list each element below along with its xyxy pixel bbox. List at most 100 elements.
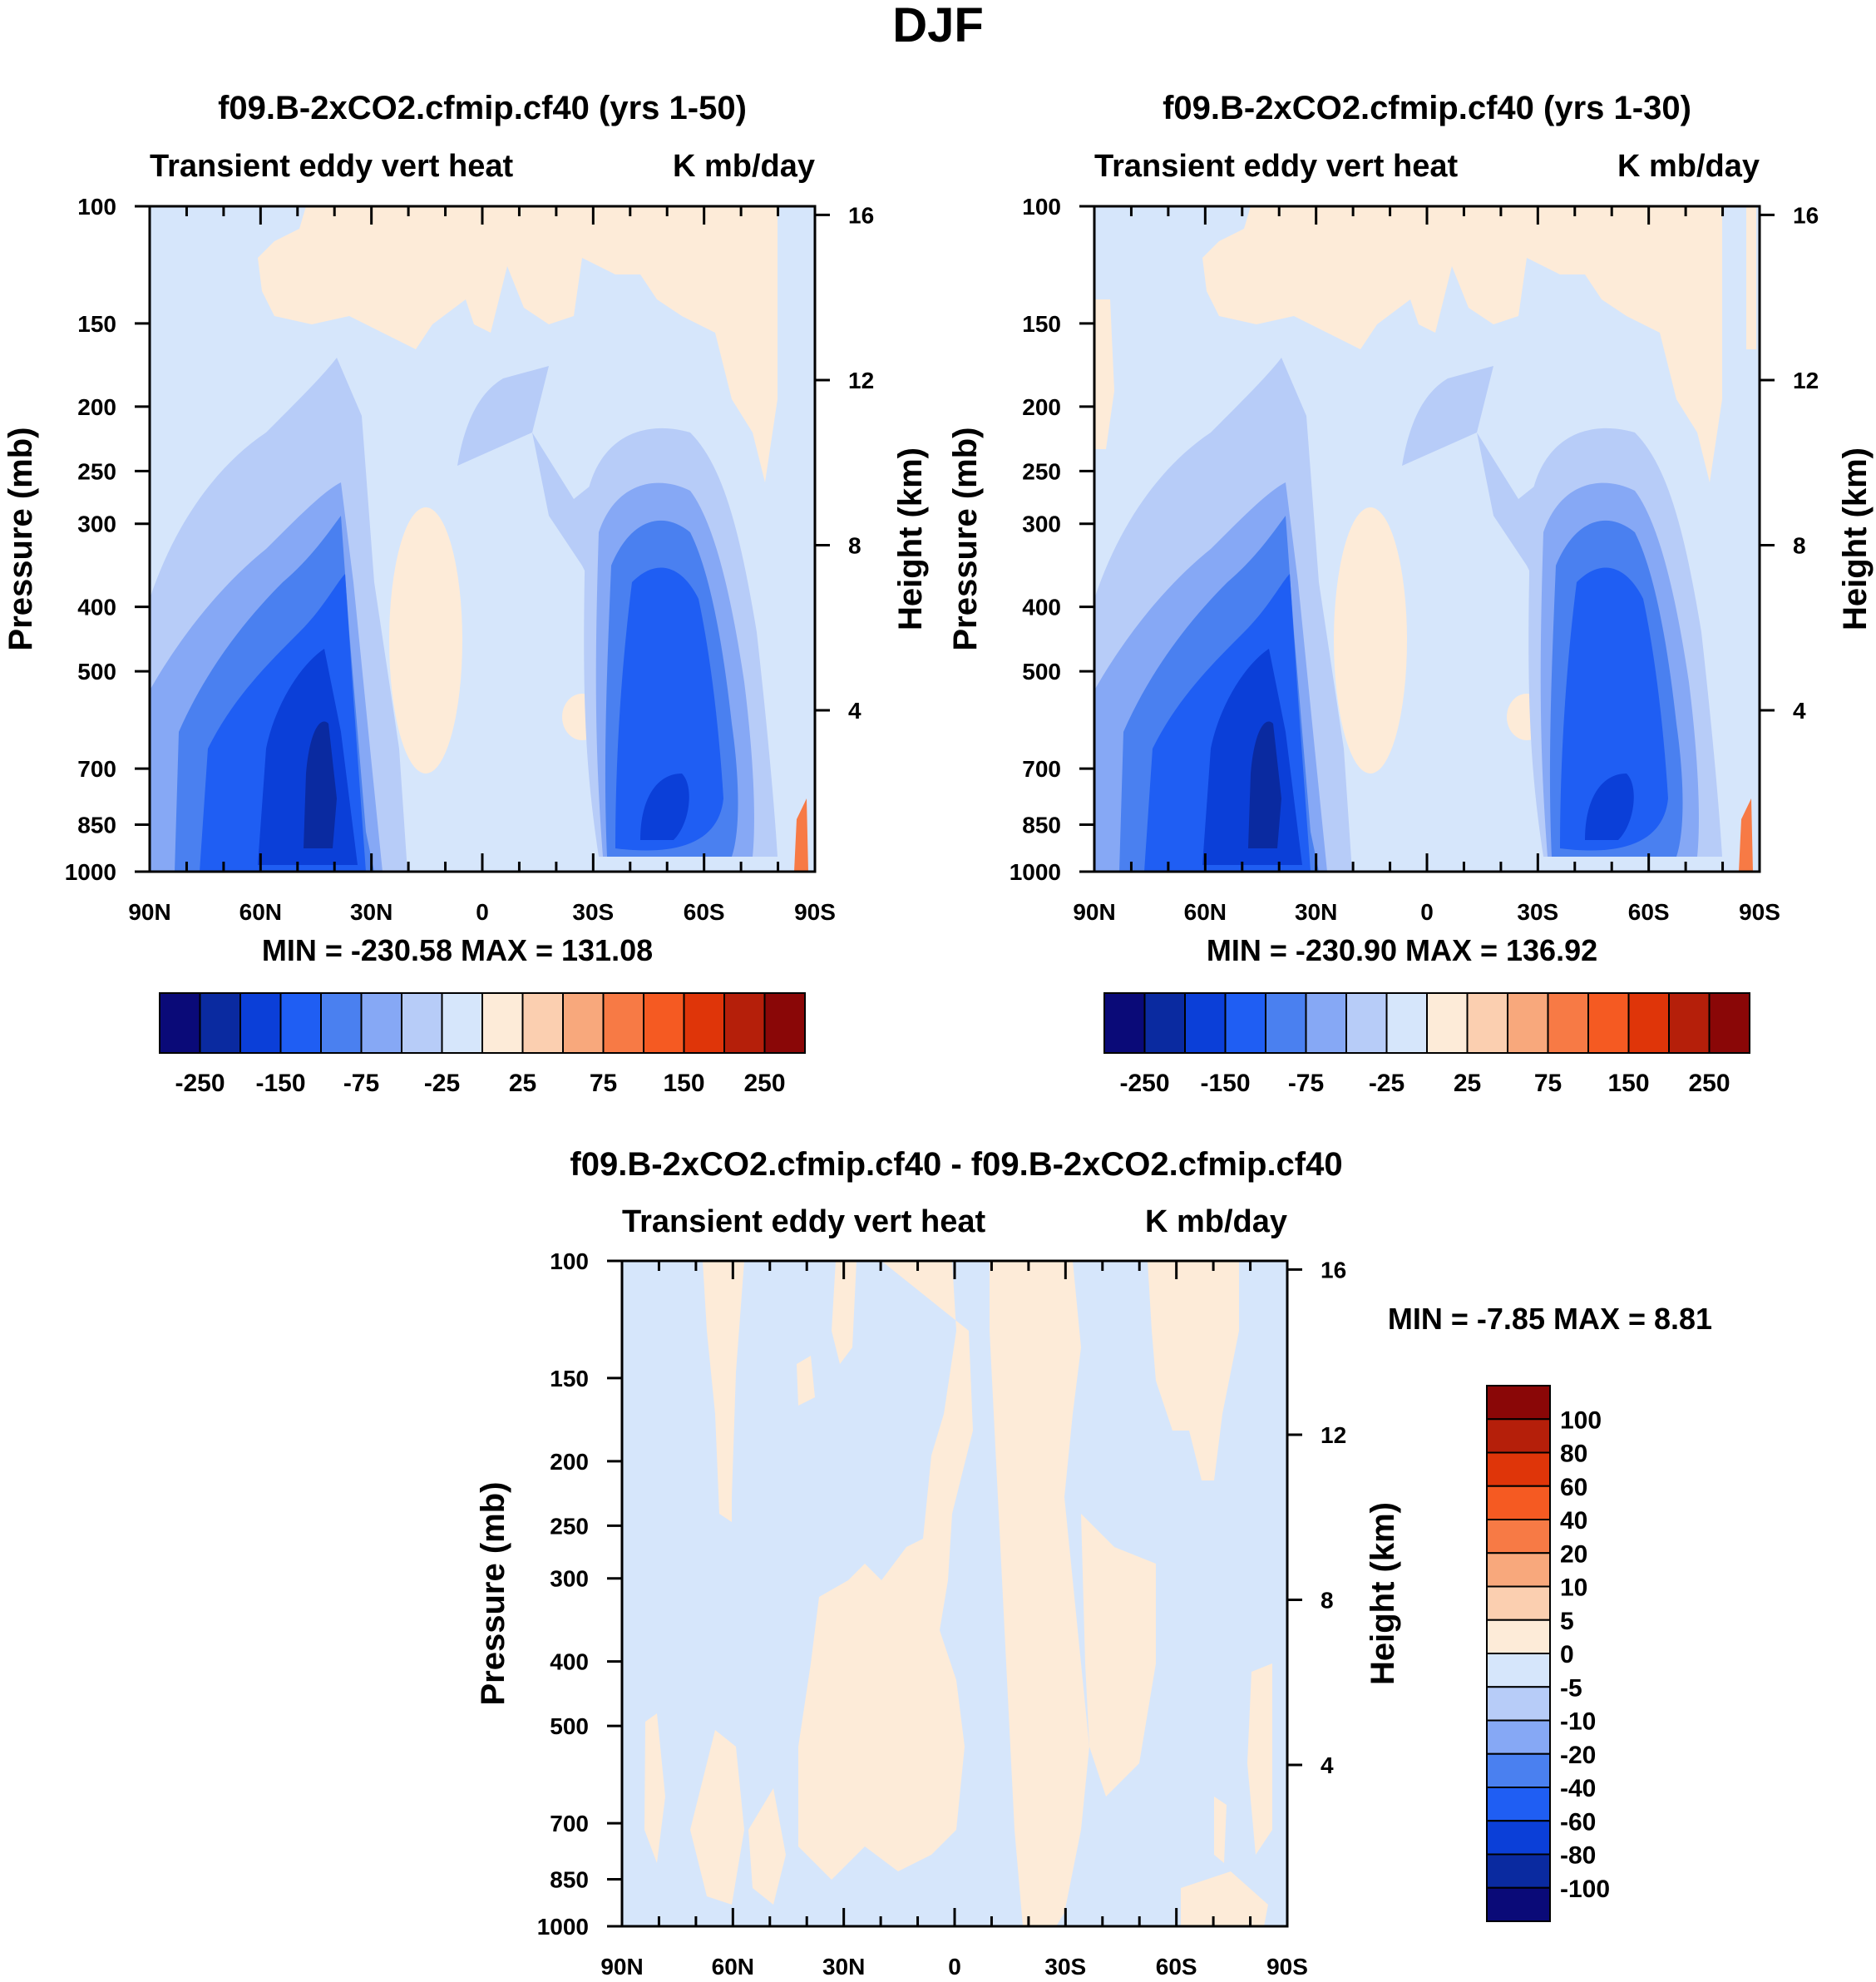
y-tick-label: 300: [77, 512, 116, 537]
y-tick-label: 400: [550, 1649, 589, 1675]
y-tick-label: 300: [1022, 512, 1061, 537]
positive-region: [703, 1261, 744, 1522]
colorbar-box: [763, 992, 806, 1054]
colorbar-label: -250: [1119, 1070, 1169, 1097]
negative-region: [304, 721, 337, 848]
height-tick-label: 8: [1321, 1588, 1334, 1614]
colorbar-label: -75: [343, 1070, 379, 1097]
x-tick-label: 30N: [822, 1954, 865, 1980]
colorbar-box: [1486, 1787, 1551, 1822]
colorbar-label: -5: [1560, 1674, 1582, 1702]
left-string: Transient eddy vert heat: [1094, 149, 1458, 184]
colorbar: -250 -150 -75 -25 25 75 150 250: [159, 992, 806, 1097]
y-tick-label: 500: [550, 1713, 589, 1739]
colorbar-box: [159, 992, 201, 1054]
x-tick-label: 90S: [794, 899, 836, 925]
x-tick-label: 90N: [600, 1954, 643, 1980]
positive-region: [644, 1713, 665, 1863]
colorbar-box: [1486, 1686, 1551, 1722]
units-label: K mb/day: [1617, 149, 1760, 184]
colorbar-box: [1486, 1585, 1551, 1621]
y-tick-label: 200: [77, 394, 116, 420]
colorbar-label: -25: [1369, 1070, 1405, 1097]
x-tick-label: 60S: [1156, 1954, 1197, 1980]
y-axis-title: Pressure (mb): [947, 428, 984, 651]
figure-title: DJF: [892, 0, 984, 52]
colorbar-box: [1426, 992, 1469, 1054]
colorbar-label: -25: [424, 1070, 460, 1097]
y-tick-label: 100: [1022, 194, 1061, 220]
positive-region: [794, 798, 808, 872]
colorbar-label: -20: [1560, 1742, 1596, 1769]
contour-field: [1094, 206, 1760, 872]
x-tick-label: 90S: [1266, 1954, 1308, 1980]
x-tick-label: 30S: [1044, 1954, 1086, 1980]
height-tick-label: 8: [1793, 533, 1806, 559]
left-string: Transient eddy vert heat: [622, 1204, 985, 1239]
positive-region: [832, 1261, 857, 1364]
y-tick-label: 850: [77, 813, 116, 838]
colorbar-box: [643, 992, 685, 1054]
colorbar-box: [199, 992, 241, 1054]
x-tick-label: 60S: [1628, 899, 1670, 925]
y-tick-label: 850: [1022, 813, 1061, 838]
colorbar-box: [1385, 992, 1428, 1054]
colorbar-label: 80: [1560, 1441, 1587, 1468]
x-tick-label: 90N: [128, 899, 170, 925]
height-tick-label: 4: [1793, 698, 1806, 724]
colorbar-label: 250: [743, 1070, 785, 1097]
colorbar-label: 75: [590, 1070, 617, 1097]
colorbar-label: -150: [1200, 1070, 1250, 1097]
colorbar-label: 75: [1534, 1070, 1562, 1097]
colorbar-box: [1627, 992, 1670, 1054]
colorbar-box: [320, 992, 363, 1054]
colorbar-label: 5: [1560, 1608, 1574, 1635]
negative-region: [1585, 774, 1634, 840]
colorbar-box: [1486, 1385, 1551, 1421]
colorbar-label: 20: [1560, 1540, 1587, 1568]
y-tick-label: 250: [1022, 458, 1061, 484]
min-max-stats: MIN = -7.85 MAX = 8.81: [1388, 1302, 1712, 1336]
min-max-stats: MIN = -230.90 MAX = 136.92: [1207, 933, 1597, 967]
positive-region: [1148, 1261, 1239, 1480]
contour-field: [150, 206, 815, 872]
colorbar-box: [1547, 992, 1589, 1054]
colorbar-label: 150: [1607, 1070, 1649, 1097]
height-tick-label: 16: [1793, 202, 1819, 228]
y-tick-label: 100: [550, 1248, 589, 1274]
y-tick-label: 1000: [65, 859, 116, 885]
colorbar-box: [1486, 1853, 1551, 1889]
colorbar-box: [1668, 992, 1711, 1054]
panel-yrs-1-30: f09.B-2xCO2.cfmip.cf40 (yrs 1-30) Transi…: [947, 90, 1874, 1097]
colorbar-box: [1507, 992, 1549, 1054]
panel-title: f09.B-2xCO2.cfmip.cf40 (yrs 1-50): [218, 90, 747, 126]
y-tick-label: 850: [550, 1867, 589, 1893]
y-tick-label: 500: [1022, 659, 1061, 685]
x-tick-label: 30S: [572, 899, 614, 925]
colorbar-box: [1265, 992, 1307, 1054]
height-tick-label: 12: [1321, 1422, 1346, 1448]
positive-region: [1746, 206, 1756, 349]
colorbar-box: [481, 992, 524, 1054]
colorbar-box: [401, 992, 443, 1054]
positive-region: [1181, 1871, 1268, 1926]
positive-region: [798, 1261, 973, 1880]
positive-region: [258, 206, 778, 482]
colorbar-box: [1486, 1886, 1551, 1922]
x-tick-label: 60N: [239, 899, 282, 925]
y-tick-label: 1000: [537, 1914, 589, 1940]
y-tick-label: 150: [77, 311, 116, 337]
units-label: K mb/day: [1145, 1204, 1287, 1239]
positive-region: [389, 507, 462, 774]
colorbar-label: -100: [1560, 1876, 1610, 1903]
colorbar-box: [1184, 992, 1227, 1054]
y-tick-label: 700: [1022, 756, 1061, 782]
y-axis-title-right: Height (km): [1837, 447, 1874, 630]
height-tick-label: 16: [1321, 1257, 1346, 1283]
y-tick-label: 500: [77, 659, 116, 685]
y-axis-title: Pressure (mb): [2, 428, 39, 651]
height-tick-label: 16: [848, 202, 874, 228]
colorbar-box: [1224, 992, 1266, 1054]
x-tick-label: 60S: [684, 899, 725, 925]
colorbar-box: [279, 992, 322, 1054]
